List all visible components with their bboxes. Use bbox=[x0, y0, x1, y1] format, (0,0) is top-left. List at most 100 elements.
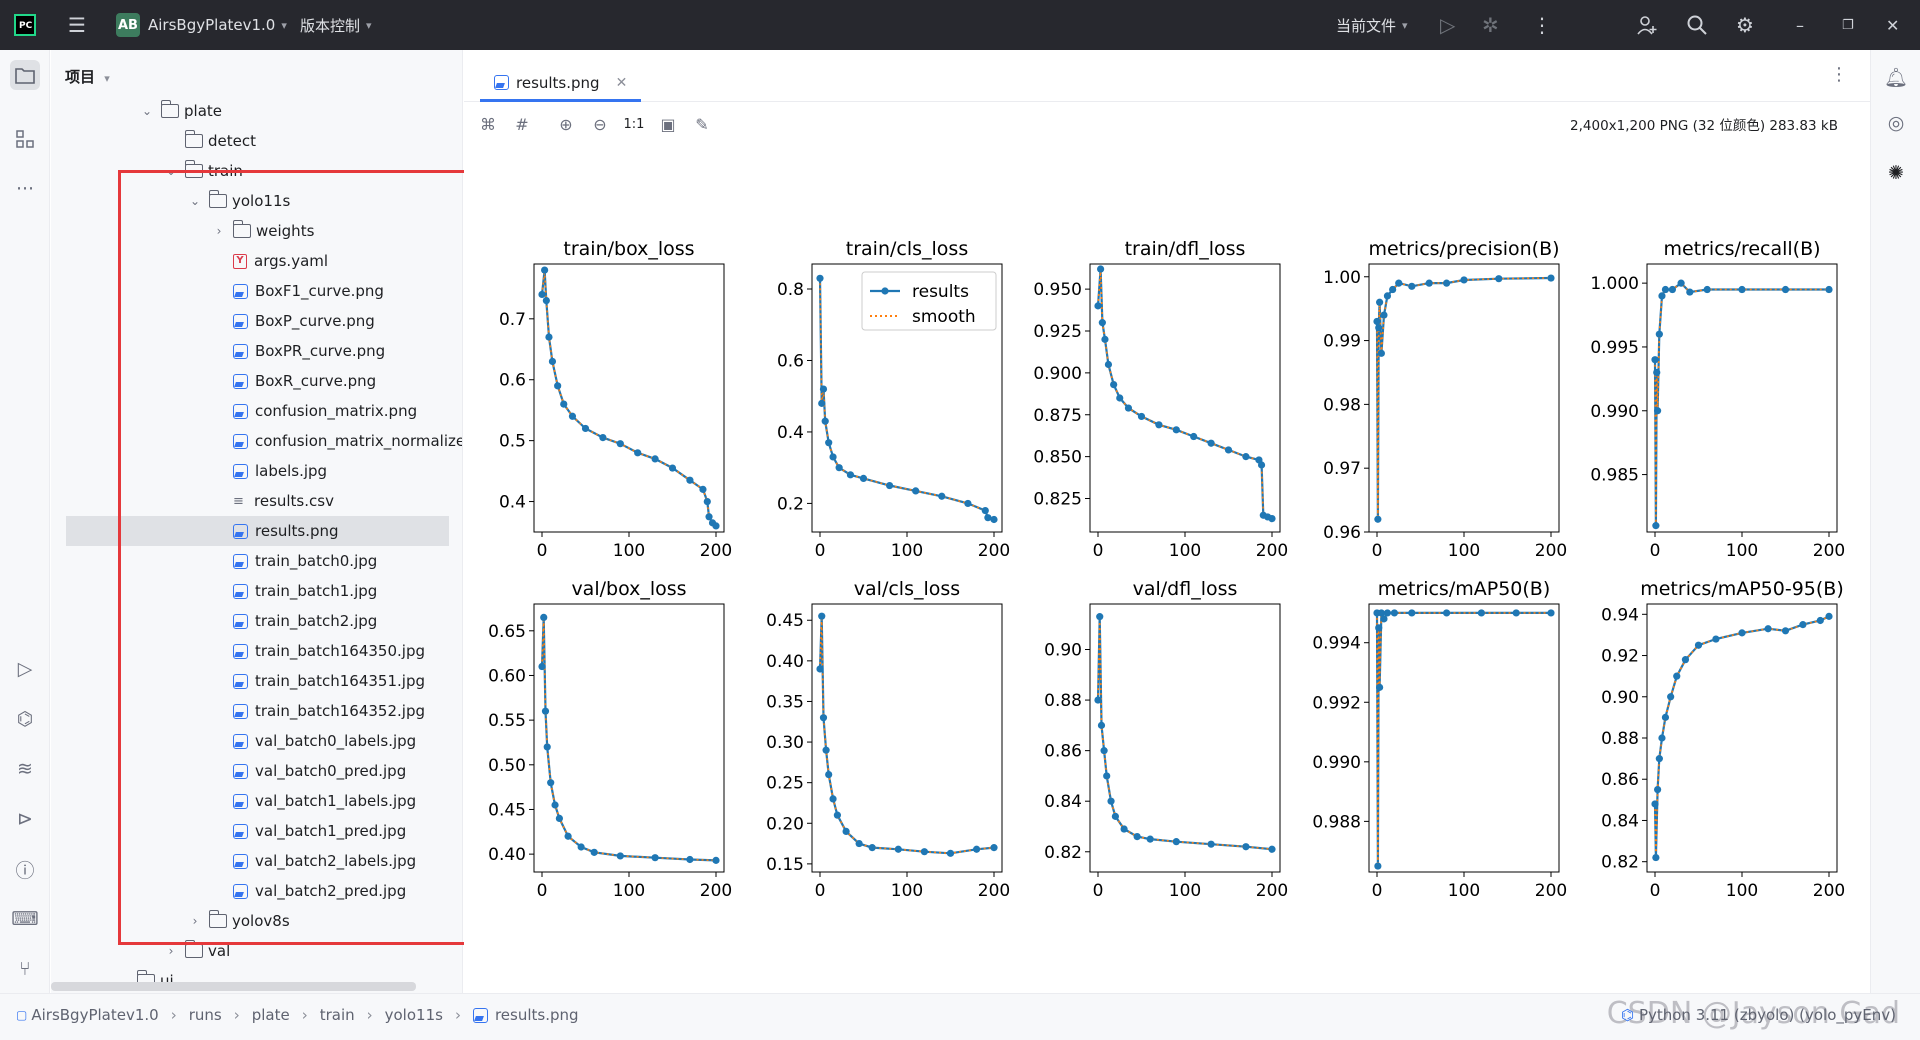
main-menu-icon[interactable]: ☰ bbox=[68, 13, 86, 37]
image-file-icon bbox=[233, 673, 248, 689]
data-point bbox=[1096, 613, 1104, 621]
problems-icon[interactable]: ⓘ bbox=[15, 859, 35, 882]
add-user-icon[interactable] bbox=[1636, 0, 1658, 50]
close-icon[interactable]: ✕ bbox=[1886, 15, 1900, 35]
tree-item[interactable]: val_batch0_pred.jpg bbox=[51, 756, 462, 786]
minimize-icon[interactable]: – bbox=[1796, 15, 1804, 35]
tree-item[interactable]: val_batch1_labels.jpg bbox=[51, 786, 462, 816]
actual-size-button[interactable]: 1:1 bbox=[623, 116, 645, 132]
breadcrumb-item[interactable]: yolo11s bbox=[384, 1006, 443, 1024]
tab-results-png[interactable]: results.png ✕ bbox=[480, 66, 642, 102]
tree-item[interactable]: val_batch2_labels.jpg bbox=[51, 846, 462, 876]
tree-item[interactable]: val_batch0_labels.jpg bbox=[51, 726, 462, 756]
tree-item[interactable]: train_batch2.jpg bbox=[51, 606, 462, 636]
services-icon[interactable]: ⊳ bbox=[17, 808, 33, 830]
y-tick-label: 0.99 bbox=[1323, 332, 1361, 352]
tree-item[interactable]: results.png bbox=[66, 516, 449, 546]
project-name-dropdown[interactable]: AirsBgyPlatev1.0 ▾ bbox=[148, 0, 287, 50]
data-point bbox=[1654, 785, 1662, 794]
fit-to-window-icon[interactable]: ⌘ bbox=[480, 114, 496, 134]
tree-item[interactable]: train_batch164352.jpg bbox=[51, 696, 462, 726]
interpreter-status[interactable]: ⌬ Python 3.11 (zbyolo) (yolo_pyEnv) bbox=[1621, 1006, 1896, 1024]
zoom-out-icon[interactable]: ⊖ bbox=[593, 114, 607, 134]
tree-item[interactable]: train_batch164350.jpg bbox=[51, 636, 462, 666]
run-tool-icon[interactable]: ▷ bbox=[17, 658, 33, 680]
tree-item[interactable]: BoxPR_curve.png bbox=[51, 336, 462, 366]
tree-item[interactable]: ≡ results.csv bbox=[51, 486, 462, 516]
color-picker-icon[interactable]: ✎ bbox=[695, 114, 709, 134]
chevron-right-icon[interactable]: › bbox=[216, 224, 222, 238]
notifications-bell-icon[interactable]: 🔔︎ bbox=[1883, 66, 1909, 89]
background-toggle-icon[interactable]: ▣ bbox=[660, 114, 676, 134]
data-point bbox=[616, 852, 624, 860]
zoom-in-icon[interactable]: ⊕ bbox=[559, 114, 573, 134]
tree-item[interactable]: confusion_matrix_normalized.png bbox=[51, 426, 462, 456]
tree-item[interactable]: labels.jpg bbox=[51, 456, 462, 486]
chevron-right-icon[interactable]: › bbox=[168, 944, 174, 958]
run-icon[interactable]: ▷ bbox=[1440, 13, 1456, 37]
vcs-dropdown[interactable]: 版本控制 ▾ bbox=[300, 0, 372, 50]
tree-item[interactable]: val_batch1_pred.jpg bbox=[51, 816, 462, 846]
data-point bbox=[1703, 285, 1711, 294]
breadcrumb-item[interactable]: runs bbox=[188, 1006, 222, 1024]
python-console-icon[interactable]: ⌬ bbox=[16, 708, 34, 730]
grid-icon[interactable]: # bbox=[515, 114, 529, 134]
run-config-dropdown[interactable]: 当前文件 ▾ bbox=[1336, 0, 1408, 50]
chevron-right-icon[interactable]: › bbox=[192, 914, 198, 928]
tree-item[interactable]: › yolov8s bbox=[51, 906, 462, 936]
layers-icon[interactable]: ≋ bbox=[17, 758, 33, 780]
project-panel-header[interactable]: 项目 ▾ bbox=[65, 66, 110, 87]
tree-item[interactable]: › weights bbox=[51, 216, 462, 246]
search-icon[interactable] bbox=[1686, 0, 1708, 50]
breadcrumb-item[interactable]: results.png bbox=[494, 1006, 579, 1024]
y-tick-label: 0.992 bbox=[1312, 693, 1361, 713]
tree-item[interactable]: ⌄ yolo11s bbox=[51, 186, 462, 216]
tree-item[interactable]: train_batch0.jpg bbox=[51, 546, 462, 576]
restore-icon[interactable]: ❐ bbox=[1842, 17, 1854, 33]
project-badge[interactable]: AB bbox=[116, 13, 140, 37]
debug-bug-icon[interactable]: ✲ bbox=[1482, 13, 1499, 37]
tree-item[interactable]: train_batch164351.jpg bbox=[51, 666, 462, 696]
data-point bbox=[541, 707, 550, 715]
run-config-label: 当前文件 bbox=[1336, 16, 1397, 35]
tree-item[interactable]: ⌄ plate bbox=[51, 96, 462, 126]
structure-icon[interactable] bbox=[10, 124, 40, 154]
terminal-icon[interactable]: ⌨ bbox=[11, 908, 39, 930]
close-tab-icon[interactable]: ✕ bbox=[615, 74, 628, 91]
chevron-down-icon[interactable]: ⌄ bbox=[189, 194, 201, 208]
x-tick-label: 200 bbox=[1535, 881, 1567, 901]
more-vertical-icon[interactable]: ⋮ bbox=[1532, 13, 1552, 37]
plugin-icon[interactable]: ✺ bbox=[1888, 162, 1904, 184]
chevron-down-icon[interactable]: ⌄ bbox=[117, 974, 129, 988]
gear-icon[interactable]: ⚙ bbox=[1736, 13, 1754, 37]
tab-more-icon[interactable]: ⋮ bbox=[1830, 64, 1848, 85]
tree-item[interactable]: val_batch2_pred.jpg bbox=[51, 876, 462, 906]
tree-item[interactable]: BoxR_curve.png bbox=[51, 366, 462, 396]
data-point bbox=[1781, 627, 1790, 635]
horizontal-scrollbar[interactable] bbox=[51, 982, 416, 991]
data-point bbox=[564, 832, 572, 840]
breadcrumb-item[interactable]: plate bbox=[251, 1006, 290, 1024]
pycharm-logo-icon[interactable]: PC bbox=[14, 0, 36, 50]
tree-item[interactable]: BoxP_curve.png bbox=[51, 306, 462, 336]
data-point bbox=[1172, 426, 1180, 434]
y-tick-label: 0.825 bbox=[1033, 490, 1082, 510]
tree-item[interactable]: confusion_matrix.png bbox=[51, 396, 462, 426]
x-tick-label: 0 bbox=[537, 881, 548, 901]
watermark: CSDN @Jayson Gad bbox=[1606, 996, 1900, 1031]
tree-item[interactable]: detect bbox=[51, 126, 462, 156]
data-point bbox=[821, 417, 829, 425]
chevron-down-icon[interactable]: ⌄ bbox=[141, 104, 153, 118]
project-folder-icon[interactable] bbox=[10, 60, 40, 90]
more-horizontal-icon[interactable]: ··· bbox=[15, 178, 35, 200]
data-point bbox=[1373, 317, 1381, 326]
tree-item[interactable]: train_batch1.jpg bbox=[51, 576, 462, 606]
breadcrumb-item[interactable]: AirsBgyPlatev1.0 bbox=[31, 1006, 159, 1024]
tree-item[interactable]: BoxF1_curve.png bbox=[51, 276, 462, 306]
breadcrumb-item[interactable]: train bbox=[319, 1006, 355, 1024]
git-branch-icon[interactable]: ⑂ bbox=[19, 958, 31, 980]
data-point bbox=[1207, 439, 1215, 447]
y-tick-label: 0.90 bbox=[1044, 641, 1082, 661]
ai-assistant-icon[interactable]: ◎ bbox=[1887, 112, 1905, 134]
